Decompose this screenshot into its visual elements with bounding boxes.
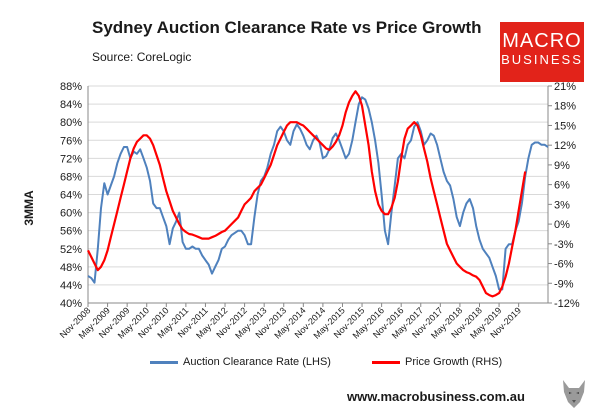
- logo-line1: MACRO: [502, 30, 582, 52]
- legend: Auction Clearance Rate (LHS) Price Growt…: [150, 356, 540, 368]
- y-left-tick-label: 84%: [60, 99, 82, 111]
- y-left-tick-label: 40%: [60, 298, 82, 310]
- y-left-tick-label: 76%: [60, 135, 82, 147]
- wolf-logo-icon: [563, 380, 585, 408]
- series-line-clearance: [87, 96, 549, 291]
- y-right-tick-label: -6%: [554, 259, 574, 271]
- y-left-tick-label: 56%: [60, 226, 82, 238]
- y-left-tick-label: 60%: [60, 208, 82, 220]
- tick-labels: 40% 44% 48% 52% 56% 60% 64% 68% 72% 76% 80% 84% 88% -…: [58, 81, 580, 341]
- macrobusiness-logo: MACRO BUSINESS: [500, 22, 584, 82]
- chart-plot: 40% 44% 48% 52% 56% 60% 64% 68% 72% 76% 80% 84% 88% -…: [58, 81, 580, 341]
- legend-swatch-price: [372, 360, 401, 364]
- axes: [87, 85, 552, 307]
- y-right-tick-label: 15%: [554, 120, 576, 132]
- legend-swatch-clearance: [150, 360, 178, 364]
- y-left-tick-label: 80%: [60, 117, 82, 129]
- y-right-tick-label: -9%: [554, 278, 574, 290]
- y-right-tick-label: 6%: [554, 180, 570, 192]
- y-right-tick-label: -12%: [554, 298, 580, 310]
- legend-label-clearance: Auction Clearance Rate (LHS): [183, 356, 331, 368]
- chart-source: Source: CoreLogic: [92, 50, 192, 64]
- y-right-tick-label: -3%: [554, 239, 574, 251]
- logo-line2: BUSINESS: [501, 52, 583, 67]
- gridlines: [88, 85, 548, 304]
- legend-item-clearance: Auction Clearance Rate (LHS): [150, 356, 331, 368]
- y-left-tick-label: 88%: [60, 81, 82, 93]
- y-right-tick-label: 3%: [554, 199, 570, 211]
- y-right-tick-label: 18%: [554, 101, 576, 113]
- y-left-tick-label: 72%: [60, 153, 82, 165]
- chart-title: Sydney Auction Clearance Rate vs Price G…: [92, 18, 482, 37]
- y-right-tick-label: 21%: [554, 81, 576, 93]
- y-left-tick-label: 68%: [60, 171, 82, 183]
- y-left-tick-label: 48%: [60, 262, 82, 274]
- y-right-tick-label: 0%: [554, 219, 570, 231]
- legend-item-price: Price Growth (RHS): [372, 356, 502, 368]
- legend-label-price: Price Growth (RHS): [405, 356, 503, 368]
- y-left-tick-label: 52%: [60, 244, 82, 256]
- y-left-tick-label: 64%: [60, 190, 82, 202]
- y-right-tick-label: 12%: [554, 140, 576, 152]
- series-line-price: [87, 90, 527, 298]
- footer-url[interactable]: www.macrobusiness.com.au: [347, 389, 525, 404]
- series-lines: [87, 90, 549, 298]
- y-left-tick-label: 44%: [60, 280, 82, 292]
- y-right-tick-label: 9%: [554, 160, 570, 172]
